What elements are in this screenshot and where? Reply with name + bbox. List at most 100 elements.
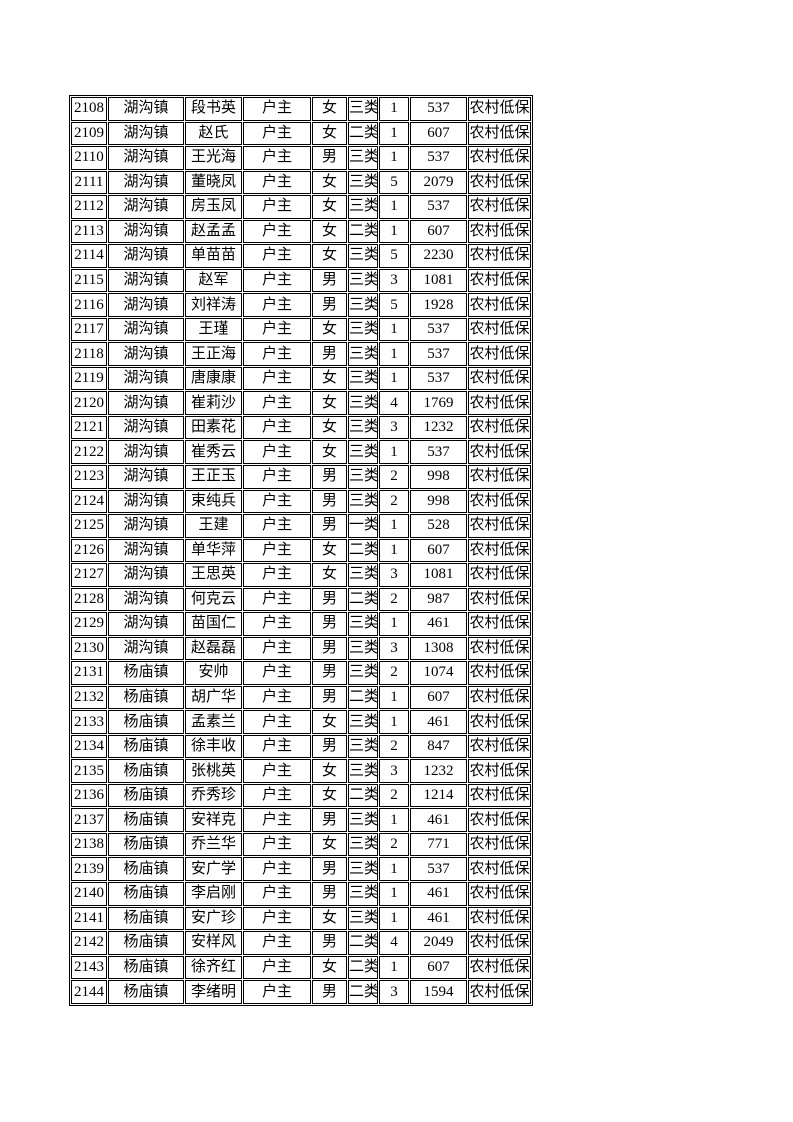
cell-persons: 3 [379,980,409,1004]
cell-name: 崔莉沙 [185,391,242,415]
cell-category: 三类 [348,342,379,366]
cell-category: 三类 [348,391,379,415]
cell-persons: 1 [379,710,409,734]
cell-serial: 2125 [71,514,107,538]
cell-relation: 户主 [243,832,311,857]
cell-relation: 户主 [243,146,311,170]
cell-persons: 1 [379,219,409,244]
cell-town: 湖沟镇 [108,317,184,342]
cell-category: 三类 [348,906,379,931]
cell-relation: 户主 [243,244,311,268]
cell-gender: 女 [312,783,347,808]
cell-amount: 461 [410,808,467,832]
cell-benefit: 农村低保 [468,906,531,931]
cell-name: 房玉凤 [185,195,242,219]
cell-gender: 男 [312,857,347,881]
cell-town: 杨庙镇 [108,661,184,685]
cell-town: 杨庙镇 [108,980,184,1004]
cell-benefit: 农村低保 [468,636,531,661]
cell-benefit: 农村低保 [468,170,531,195]
cell-amount: 998 [410,489,467,514]
cell-relation: 户主 [243,759,311,783]
cell-town: 湖沟镇 [108,268,184,293]
cell-amount: 528 [410,514,467,538]
cell-name: 赵氏 [185,121,242,146]
cell-persons: 2 [379,661,409,685]
cell-relation: 户主 [243,808,311,832]
table-row: 2125 湖沟镇 王建 户主男一类 1 528 农村低保 [71,514,531,538]
cell-persons: 2 [379,832,409,857]
cell-town: 湖沟镇 [108,170,184,195]
table-row: 2123 湖沟镇 王正玉 户主男三类 2 998 农村低保 [71,464,531,489]
cell-category: 三类 [348,857,379,881]
cell-amount: 1308 [410,636,467,661]
cell-name: 王光海 [185,146,242,170]
cell-serial: 2136 [71,783,107,808]
table-row: 2143 杨庙镇 徐齐红 户主女二类 1 607 农村低保 [71,955,531,980]
cell-category: 三类 [348,195,379,219]
cell-relation: 户主 [243,391,311,415]
cell-relation: 户主 [243,317,311,342]
cell-serial: 2135 [71,759,107,783]
cell-gender: 男 [312,342,347,366]
cell-serial: 2121 [71,415,107,440]
cell-category: 二类 [348,955,379,980]
cell-category: 三类 [348,415,379,440]
table-row: 2113 湖沟镇 赵孟孟 户主女二类 1 607 农村低保 [71,219,531,244]
cell-relation: 户主 [243,293,311,317]
table-row: 2139 杨庙镇 安广学 户主男三类 1 537 农村低保 [71,857,531,881]
cell-serial: 2127 [71,563,107,587]
cell-gender: 男 [312,268,347,293]
table-row: 2116 湖沟镇 刘祥涛 户主男三类 5 1928 农村低保 [71,293,531,317]
cell-persons: 3 [379,759,409,783]
cell-category: 三类 [348,244,379,268]
cell-category: 二类 [348,121,379,146]
cell-name: 安广学 [185,857,242,881]
table-row: 2142 杨庙镇 安样风 户主男二类 4 2049 农村低保 [71,931,531,955]
cell-benefit: 农村低保 [468,710,531,734]
cell-category: 二类 [348,219,379,244]
cell-town: 杨庙镇 [108,783,184,808]
cell-benefit: 农村低保 [468,931,531,955]
cell-town: 杨庙镇 [108,882,184,906]
table-row: 2132 杨庙镇 胡广华 户主男二类 1 607 农村低保 [71,685,531,710]
cell-benefit: 农村低保 [468,685,531,710]
cell-serial: 2130 [71,636,107,661]
cell-benefit: 农村低保 [468,268,531,293]
cell-name: 赵军 [185,268,242,293]
cell-town: 湖沟镇 [108,293,184,317]
cell-persons: 2 [379,734,409,759]
cell-amount: 607 [410,955,467,980]
cell-amount: 1594 [410,980,467,1004]
cell-benefit: 农村低保 [468,808,531,832]
cell-category: 二类 [348,538,379,563]
cell-gender: 女 [312,415,347,440]
cell-name: 安样风 [185,931,242,955]
cell-town: 杨庙镇 [108,759,184,783]
cell-benefit: 农村低保 [468,587,531,612]
table-row: 2114 湖沟镇 单苗苗 户主女三类 5 2230 农村低保 [71,244,531,268]
cell-serial: 2139 [71,857,107,881]
table-row: 2108 湖沟镇 段书英 户主女三类 1 537 农村低保 [71,97,531,121]
cell-name: 王正玉 [185,464,242,489]
cell-category: 三类 [348,882,379,906]
cell-gender: 女 [312,121,347,146]
cell-relation: 户主 [243,587,311,612]
cell-name: 王思英 [185,563,242,587]
cell-persons: 1 [379,612,409,636]
cell-category: 二类 [348,587,379,612]
cell-serial: 2120 [71,391,107,415]
table-row: 2118 湖沟镇 王正海 户主男三类 1 537 农村低保 [71,342,531,366]
cell-category: 二类 [348,980,379,1004]
cell-category: 三类 [348,440,379,464]
table-body: 2108 湖沟镇 段书英 户主女三类 1 537 农村低保 2109 湖沟镇 赵氏 户主女二类 1 60… [71,97,531,1004]
cell-persons: 5 [379,244,409,268]
cell-gender: 男 [312,514,347,538]
cell-benefit: 农村低保 [468,146,531,170]
cell-persons: 1 [379,366,409,391]
cell-category: 三类 [348,759,379,783]
cell-category: 三类 [348,464,379,489]
cell-category: 三类 [348,366,379,391]
cell-amount: 537 [410,317,467,342]
cell-gender: 男 [312,685,347,710]
